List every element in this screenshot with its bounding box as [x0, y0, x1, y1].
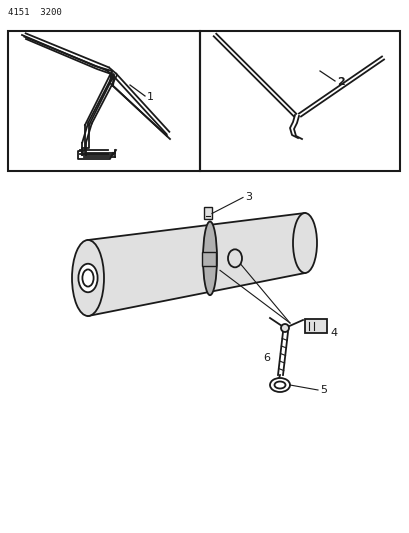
Ellipse shape	[292, 213, 316, 273]
Bar	[202, 252, 216, 266]
Text: 3: 3	[245, 192, 252, 203]
Polygon shape	[88, 213, 304, 316]
Bar	[200, 31, 399, 171]
Ellipse shape	[274, 382, 285, 389]
Ellipse shape	[72, 240, 104, 316]
Text: 5: 5	[319, 385, 326, 395]
Bar	[204, 207, 211, 220]
Text: 4151  3200: 4151 3200	[8, 8, 62, 17]
Text: 2: 2	[336, 77, 344, 87]
Ellipse shape	[78, 264, 97, 292]
Text: 1: 1	[147, 92, 154, 102]
Text: 6: 6	[262, 353, 270, 363]
Ellipse shape	[227, 249, 241, 268]
Ellipse shape	[280, 324, 288, 332]
Bar	[304, 319, 326, 333]
Ellipse shape	[82, 270, 93, 287]
Text: 4: 4	[329, 328, 336, 338]
Ellipse shape	[202, 222, 216, 295]
Ellipse shape	[270, 378, 289, 392]
Bar	[8, 31, 200, 171]
